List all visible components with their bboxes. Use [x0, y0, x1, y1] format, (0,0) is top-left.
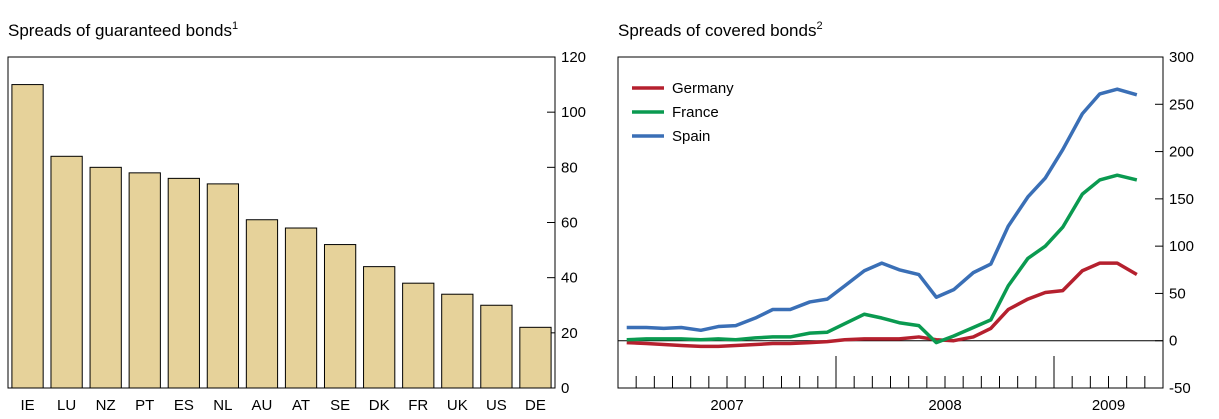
chart-title: Spreads of guaranteed bonds1	[8, 20, 238, 40]
bar	[206, 183, 240, 389]
y-tick-label: 100	[1169, 238, 1194, 255]
bar	[323, 244, 357, 389]
y-tick-label: 300	[1169, 49, 1194, 66]
title-note: 1	[232, 20, 238, 32]
y-tick-label: 50	[1169, 285, 1186, 302]
y-tick-label: 20	[561, 325, 578, 342]
x-tick-label: FR	[408, 397, 428, 414]
x-tick-label: DK	[369, 397, 390, 414]
bar	[441, 293, 474, 389]
bar	[402, 282, 435, 389]
x-tick-label: IE	[20, 397, 34, 414]
x-tick-label: LU	[57, 397, 76, 414]
x-tick-label: 2007	[710, 397, 743, 414]
y-tick-label: 60	[561, 215, 578, 232]
y-tick-label: 40	[561, 270, 578, 287]
series-line	[626, 87, 1138, 333]
x-tick-label: SE	[330, 397, 350, 414]
bar	[50, 155, 83, 389]
bar	[128, 172, 161, 389]
x-tick-label: UK	[447, 397, 468, 414]
y-tick-label: 0	[1169, 333, 1177, 350]
y-tick-label: -50	[1169, 380, 1191, 397]
x-tick-label: US	[486, 397, 507, 414]
x-tick-label: NL	[213, 397, 232, 414]
y-tick-label: 100	[561, 104, 586, 121]
y-tick-label: 80	[561, 159, 578, 176]
bar	[519, 326, 552, 389]
bar	[480, 304, 513, 389]
legend-label: Germany	[672, 80, 734, 97]
bar	[167, 177, 200, 389]
y-tick-label: 250	[1169, 96, 1194, 113]
x-tick-label: AU	[252, 397, 273, 414]
bar	[11, 84, 44, 389]
title-note: 2	[816, 20, 822, 32]
bar	[89, 166, 122, 389]
x-tick-label: NZ	[96, 397, 116, 414]
title-text: Spreads of covered bonds	[618, 21, 816, 40]
series-line	[626, 261, 1138, 349]
y-tick-label: 200	[1169, 144, 1194, 161]
bar	[363, 266, 396, 389]
legend-label: Spain	[672, 128, 710, 145]
x-tick-label: PT	[135, 397, 154, 414]
series-line	[626, 173, 1138, 345]
x-tick-label: AT	[292, 397, 310, 414]
x-tick-label: 2008	[928, 397, 961, 414]
y-tick-label: 120	[561, 49, 586, 66]
bar	[284, 227, 318, 389]
chart-title: Spreads of covered bonds2	[618, 20, 823, 40]
title-text: Spreads of guaranteed bonds	[8, 21, 232, 40]
y-tick-label: 0	[561, 380, 569, 397]
x-tick-label: 2009	[1092, 397, 1125, 414]
x-tick-label: ES	[174, 397, 194, 414]
legend-label: France	[672, 104, 719, 121]
x-tick-label: DE	[525, 397, 546, 414]
bar	[245, 219, 279, 389]
y-tick-label: 150	[1169, 191, 1194, 208]
